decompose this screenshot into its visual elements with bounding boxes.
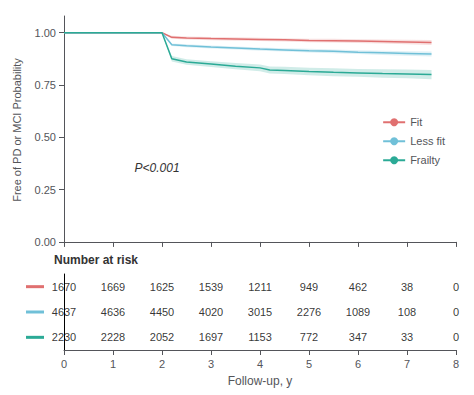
svg-text:1.00: 1.00: [35, 27, 56, 39]
svg-text:0.25: 0.25: [35, 184, 56, 196]
svg-text:1089: 1089: [346, 306, 370, 318]
svg-text:772: 772: [300, 331, 318, 343]
svg-text:4636: 4636: [101, 306, 125, 318]
svg-text:2: 2: [159, 358, 165, 370]
svg-text:4637: 4637: [52, 306, 76, 318]
svg-text:3: 3: [208, 358, 214, 370]
svg-text:462: 462: [349, 281, 367, 293]
svg-text:0: 0: [61, 358, 67, 370]
svg-text:0: 0: [453, 281, 459, 293]
svg-text:1153: 1153: [248, 331, 272, 343]
svg-text:7: 7: [404, 358, 410, 370]
svg-text:0: 0: [453, 306, 459, 318]
svg-text:949: 949: [300, 281, 318, 293]
svg-text:Number at risk: Number at risk: [54, 253, 138, 267]
svg-text:1211: 1211: [248, 281, 272, 293]
svg-text:5: 5: [306, 358, 312, 370]
svg-text:4450: 4450: [150, 306, 174, 318]
svg-text:Less fit: Less fit: [410, 135, 445, 147]
svg-text:1: 1: [110, 358, 116, 370]
svg-text:Free of PD or MCI Probability: Free of PD or MCI Probability: [11, 58, 23, 202]
svg-text:Follow-up, y: Follow-up, y: [228, 374, 293, 388]
svg-text:4: 4: [257, 358, 263, 370]
svg-text:108: 108: [398, 306, 416, 318]
svg-text:Frailty: Frailty: [410, 154, 440, 166]
svg-text:4020: 4020: [199, 306, 223, 318]
svg-text:6: 6: [355, 358, 361, 370]
svg-text:3015: 3015: [248, 306, 272, 318]
svg-text:1625: 1625: [150, 281, 174, 293]
svg-text:347: 347: [349, 331, 367, 343]
svg-text:1697: 1697: [199, 331, 223, 343]
svg-text:2052: 2052: [150, 331, 174, 343]
svg-text:2230: 2230: [52, 331, 76, 343]
svg-text:P<0.001: P<0.001: [135, 161, 180, 175]
svg-text:Fit: Fit: [410, 116, 422, 128]
svg-text:1539: 1539: [199, 281, 223, 293]
svg-text:8: 8: [453, 358, 459, 370]
svg-text:2228: 2228: [101, 331, 125, 343]
svg-text:0.75: 0.75: [35, 79, 56, 91]
svg-text:0.00: 0.00: [35, 236, 56, 248]
svg-text:0: 0: [453, 331, 459, 343]
svg-text:2276: 2276: [297, 306, 321, 318]
svg-text:33: 33: [401, 331, 413, 343]
svg-text:0.50: 0.50: [35, 131, 56, 143]
svg-text:1670: 1670: [52, 281, 76, 293]
svg-text:38: 38: [401, 281, 413, 293]
svg-text:1669: 1669: [101, 281, 125, 293]
